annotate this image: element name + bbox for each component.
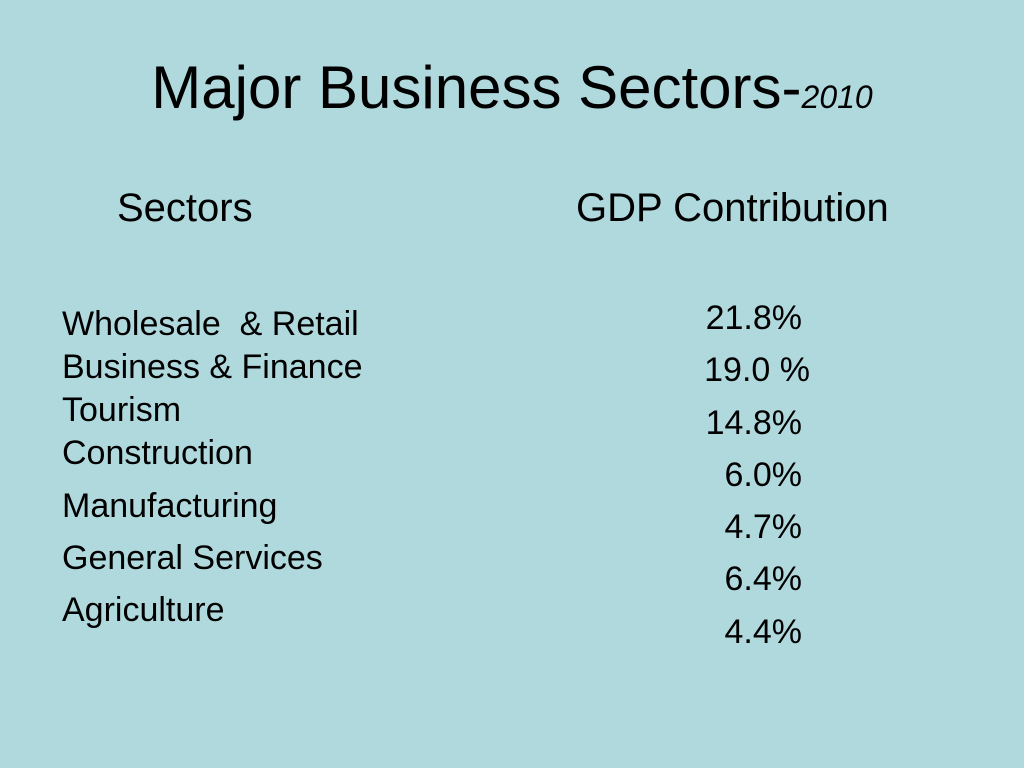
gdp-value-construction: 6.0% [724, 456, 803, 494]
sector-label-construction: Construction [62, 434, 253, 472]
sector-label-wholesale-retail: Wholesale & Retail [62, 305, 359, 343]
slide-title: Major Business Sectors-2010 [0, 52, 1024, 133]
title-year: 2010 [801, 79, 873, 115]
title-main: Major Business Sectors- [151, 54, 802, 121]
gdp-value-wholesale-retail: 21.8% [705, 299, 802, 337]
gdp-value-tourism: 14.8% [705, 404, 802, 442]
gdp-value-manufacturing: 4.7% [724, 508, 803, 546]
sector-label-tourism: Tourism [62, 391, 182, 429]
sector-label-manufacturing: Manufacturing [62, 487, 278, 525]
gdp-value-general-services: 6.4% [724, 560, 803, 598]
sector-label-business-finance: Business & Finance [62, 348, 363, 386]
sector-label-agriculture: Agriculture [62, 591, 225, 629]
sector-label-general-services: General Services [62, 539, 323, 577]
gdp-value-business-finance: 19.0 % [704, 351, 810, 389]
gdp-column-header: GDP Contribution [576, 186, 889, 230]
sectors-column-header: Sectors [117, 186, 253, 230]
gdp-value-agriculture: 4.4% [724, 613, 803, 651]
